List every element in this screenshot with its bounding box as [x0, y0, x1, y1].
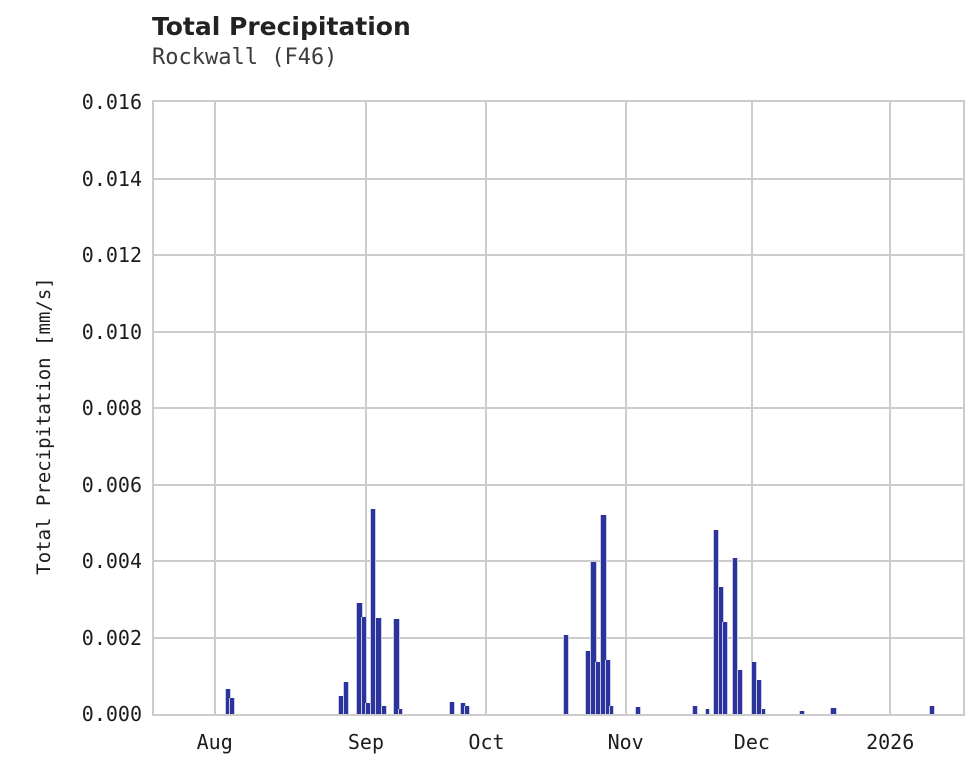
- title-block: Total Precipitation Rockwall (F46): [152, 12, 852, 72]
- gridline-vertical: [889, 102, 892, 714]
- plot-area: [152, 100, 965, 716]
- x-tick-label: Aug: [196, 730, 233, 754]
- gridline-horizontal: [154, 560, 963, 562]
- bar: [692, 705, 699, 714]
- gridline-horizontal: [154, 330, 963, 333]
- gridline-vertical: [213, 102, 216, 714]
- x-tick-label: Dec: [733, 730, 770, 754]
- bar: [381, 705, 387, 714]
- chart-subtitle: Rockwall (F46): [152, 45, 338, 70]
- bar: [608, 706, 614, 714]
- y-tick-label: 0.000: [81, 702, 142, 726]
- y-tick-label: 0.006: [81, 472, 142, 497]
- bar: [370, 509, 377, 714]
- y-tick-label: 0.016: [81, 90, 142, 114]
- y-tick-label: 0.002: [81, 625, 142, 650]
- gridline-horizontal: [154, 254, 963, 256]
- bar: [634, 707, 641, 714]
- y-tick-label: 0.010: [81, 319, 142, 344]
- gridline-vertical: [750, 102, 753, 714]
- plot-inner: [154, 102, 963, 714]
- bar: [732, 557, 739, 714]
- y-tick-label: 0.014: [81, 166, 142, 191]
- bar: [705, 709, 711, 714]
- y-tick-label: 0.012: [81, 243, 142, 267]
- bar: [397, 709, 403, 714]
- chart-title: Total Precipitation: [152, 12, 411, 41]
- bar: [229, 697, 236, 714]
- bar: [829, 707, 837, 714]
- bar: [392, 618, 400, 714]
- bar: [375, 618, 383, 714]
- bar: [463, 706, 470, 714]
- bar: [929, 706, 936, 714]
- x-tick-label: Oct: [468, 730, 505, 754]
- bar: [761, 709, 767, 714]
- bar: [799, 710, 805, 714]
- gridline-horizontal: [154, 177, 963, 180]
- bar: [722, 622, 729, 714]
- bar: [589, 562, 597, 714]
- bar: [448, 702, 455, 714]
- bar: [737, 670, 744, 714]
- gridline-horizontal: [154, 636, 963, 639]
- x-tick-label: Sep: [347, 730, 385, 754]
- bar: [604, 660, 611, 714]
- x-tick-label: Nov: [607, 730, 644, 754]
- bar: [562, 634, 569, 714]
- x-tick-label: 2026: [866, 730, 915, 754]
- y-tick-label: 0.004: [81, 549, 142, 573]
- gridline-vertical: [485, 102, 488, 714]
- bar: [599, 515, 607, 714]
- bar: [756, 679, 763, 714]
- y-axis-tick-labels: 0.000 0.002 0.004 0.006 0.008 0.010 0.012 0.014…: [0, 0, 142, 780]
- bar: [343, 681, 350, 714]
- y-tick-label: 0.008: [81, 396, 142, 420]
- gridline-vertical: [624, 102, 627, 714]
- bar: [361, 617, 368, 714]
- gridline-vertical: [364, 102, 367, 714]
- gridline-horizontal: [154, 407, 963, 409]
- gridline-horizontal: [154, 483, 963, 486]
